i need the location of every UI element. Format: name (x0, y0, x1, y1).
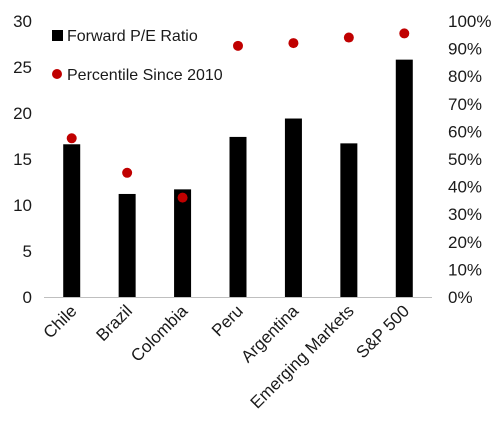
y-right-tick-label: 60% (448, 122, 482, 141)
dot-percentile (122, 167, 133, 178)
legend-swatch-percentile (52, 69, 62, 79)
bar-pe (63, 144, 81, 297)
y-right-tick-label: 40% (448, 178, 482, 197)
y-right-tick-label: 80% (448, 67, 482, 86)
dot-percentile (66, 133, 77, 144)
legend-swatch-pe (52, 30, 63, 41)
x-tick-label: Brazil (92, 301, 135, 344)
x-tick-label: Peru (208, 301, 247, 340)
y-left-tick-label: 0 (23, 288, 32, 307)
y-left-tick-label: 20 (13, 104, 32, 123)
y-left-tick-label: 10 (13, 196, 32, 215)
x-tick-label: Chile (40, 301, 81, 342)
dot-percentile (288, 38, 299, 49)
y-right-tick-label: 50% (448, 150, 482, 169)
bar-pe (395, 59, 413, 297)
x-tick-label: Colombia (127, 301, 192, 366)
legend-label-pe: Forward P/E Ratio (67, 28, 198, 45)
bar-pe (174, 189, 192, 297)
right-axis-ticks: 0% 10% 20% 30% 40% 50% 60% 70% 80% 90% 100% (448, 12, 491, 307)
bar-pe (229, 136, 247, 297)
dot-percentile (343, 32, 354, 43)
legend: Forward P/E Ratio Percentile Since 2010 (52, 28, 223, 84)
y-right-tick-label: 0% (448, 288, 473, 307)
bar-series (63, 59, 413, 298)
percentile-series (66, 28, 410, 203)
x-tick-label: Emerging Markets (247, 301, 358, 412)
x-tick-label: S&P 500 (352, 301, 413, 362)
y-right-tick-label: 20% (448, 233, 482, 252)
bar-pe (118, 193, 136, 297)
y-right-tick-label: 10% (448, 260, 482, 279)
y-left-tick-label: 25 (13, 58, 32, 77)
bar-pe (340, 143, 358, 297)
y-right-tick-label: 30% (448, 205, 482, 224)
y-left-tick-label: 30 (13, 12, 32, 31)
bar-pe (284, 118, 302, 298)
dot-percentile (233, 40, 243, 51)
dot-percentile (399, 28, 410, 39)
y-left-tick-label: 5 (23, 242, 32, 261)
legend-label-percentile: Percentile Since 2010 (67, 67, 223, 84)
left-axis-ticks: 0 5 10 15 20 25 30 (13, 12, 32, 307)
y-right-tick-label: 70% (448, 95, 482, 114)
y-left-tick-label: 15 (13, 150, 32, 169)
y-right-tick-label: 100% (448, 12, 491, 31)
y-right-tick-label: 90% (448, 40, 482, 59)
dot-percentile (177, 192, 188, 203)
